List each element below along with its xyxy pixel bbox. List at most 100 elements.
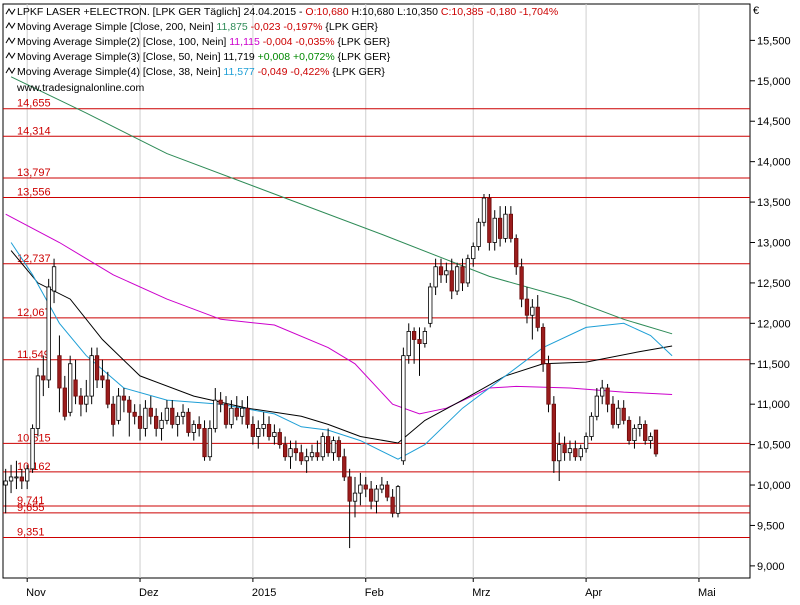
x-tick-label: Mrz — [472, 587, 490, 599]
y-tick-label: 12,000 — [757, 318, 791, 330]
candle-down — [218, 399, 223, 405]
candle-up — [30, 428, 35, 470]
candle-down — [293, 448, 299, 454]
candle-down — [19, 476, 24, 482]
indicator-legend-2-segment: {LPK GER} — [335, 36, 391, 48]
candle-up — [444, 270, 449, 276]
chart-title-segment: H:10,680 L:10,350 — [352, 6, 441, 18]
candle-down — [546, 363, 551, 405]
candle-up — [567, 448, 573, 454]
moving-average-line-2 — [5, 213, 673, 415]
candle-up — [180, 411, 186, 417]
y-tick-label: 9,500 — [757, 520, 785, 532]
indicator-legend-4: Moving Average Simple(4) [Close, 38, Nei… — [17, 66, 385, 78]
candle-up — [492, 217, 497, 243]
indicator-legend-1-segment: 11,875 — [216, 21, 247, 33]
indicator-legend-3-segment: 11,719 — [223, 51, 254, 63]
candle-up — [583, 436, 589, 450]
candle-down — [643, 423, 648, 441]
candle-down — [100, 375, 105, 381]
level-label: 9,351 — [17, 526, 45, 538]
candle-up — [25, 468, 30, 482]
chart-title-segment: LPKF LASER +ELECTRON. [LPK GER Täglich] … — [17, 6, 305, 18]
level-label: 14,655 — [17, 98, 51, 110]
indicator-icon — [5, 37, 16, 44]
candle-down — [57, 355, 62, 389]
candle-down — [94, 355, 100, 381]
candle-up — [3, 480, 8, 486]
indicator-legend-2-segment: Moving Average Simple(2) [Close, 100, Ne… — [17, 36, 229, 48]
candle-up — [207, 428, 213, 458]
candle-up — [116, 395, 121, 421]
indicator-legend-2-segment: 11,115 — [229, 36, 260, 48]
level-label: 9,741 — [17, 495, 45, 507]
y-tick-label: 15,000 — [757, 76, 791, 88]
candle-down — [508, 213, 513, 239]
candle-down — [363, 484, 368, 490]
candle-down — [497, 217, 503, 239]
candle-down — [535, 306, 540, 328]
candle-up — [159, 419, 164, 429]
candle-up — [481, 197, 487, 223]
x-tick-label: Mai — [698, 587, 716, 599]
candle-down — [197, 423, 202, 429]
candle-up — [428, 286, 433, 324]
candle-up — [51, 266, 57, 292]
candle-up — [557, 444, 562, 462]
candle-up — [471, 246, 476, 260]
candle-up — [578, 448, 583, 458]
candle-down — [368, 488, 374, 502]
indicator-legend-2: Moving Average Simple(2) [Close, 100, Ne… — [17, 36, 390, 48]
candle-down — [626, 419, 632, 441]
candle-down — [78, 395, 84, 405]
candle-up — [89, 355, 94, 397]
y-tick-label: 10,500 — [757, 440, 791, 452]
candle-up — [352, 492, 358, 502]
candle-up — [191, 423, 196, 433]
candle-down — [390, 496, 395, 514]
candle-up — [331, 440, 336, 454]
candle-down — [540, 326, 546, 365]
candle-down — [299, 452, 304, 462]
candle-up — [594, 395, 599, 417]
candle-down — [41, 375, 46, 381]
level-label: 12,067 — [17, 307, 51, 319]
indicator-legend-1-segment: {LPK GER} — [322, 21, 378, 33]
candle-down — [551, 403, 556, 462]
candle-down — [234, 407, 239, 417]
candle-up — [637, 423, 642, 429]
indicator-legend-3: Moving Average Simple(3) [Close, 50, Nei… — [17, 51, 391, 63]
y-tick-label: 13,000 — [757, 237, 791, 249]
level-label: 12,737 — [17, 253, 51, 265]
candle-down — [385, 484, 390, 498]
candle-down — [610, 403, 616, 425]
candle-down — [487, 197, 492, 243]
candle-up — [240, 407, 245, 417]
indicator-legend-3-segment: {LPK GER} — [335, 51, 391, 63]
candle-up — [476, 221, 481, 247]
candle-down — [73, 379, 78, 397]
candle-up — [288, 448, 293, 458]
chart-icon — [5, 8, 16, 15]
candle-down — [111, 403, 116, 425]
candle-up — [379, 484, 385, 490]
candle-down — [154, 415, 159, 429]
candle-down — [605, 387, 610, 405]
candle-up — [46, 286, 51, 381]
candle-up — [84, 395, 89, 405]
candle-down — [250, 423, 256, 437]
candle-down — [202, 428, 207, 458]
candle-down — [315, 452, 320, 458]
y-tick-label: 9,000 — [757, 561, 785, 573]
indicator-legend-4-segment: 11,577 — [223, 66, 254, 78]
x-tick-label: Dez — [139, 587, 159, 599]
candle-down — [621, 407, 626, 421]
candle-up — [648, 436, 653, 441]
candle-up — [14, 476, 19, 479]
candle-up — [600, 387, 605, 397]
x-tick-label: Apr — [585, 587, 602, 599]
candle-down — [524, 298, 530, 316]
chart-title-segment: O:10,680 — [305, 6, 351, 18]
